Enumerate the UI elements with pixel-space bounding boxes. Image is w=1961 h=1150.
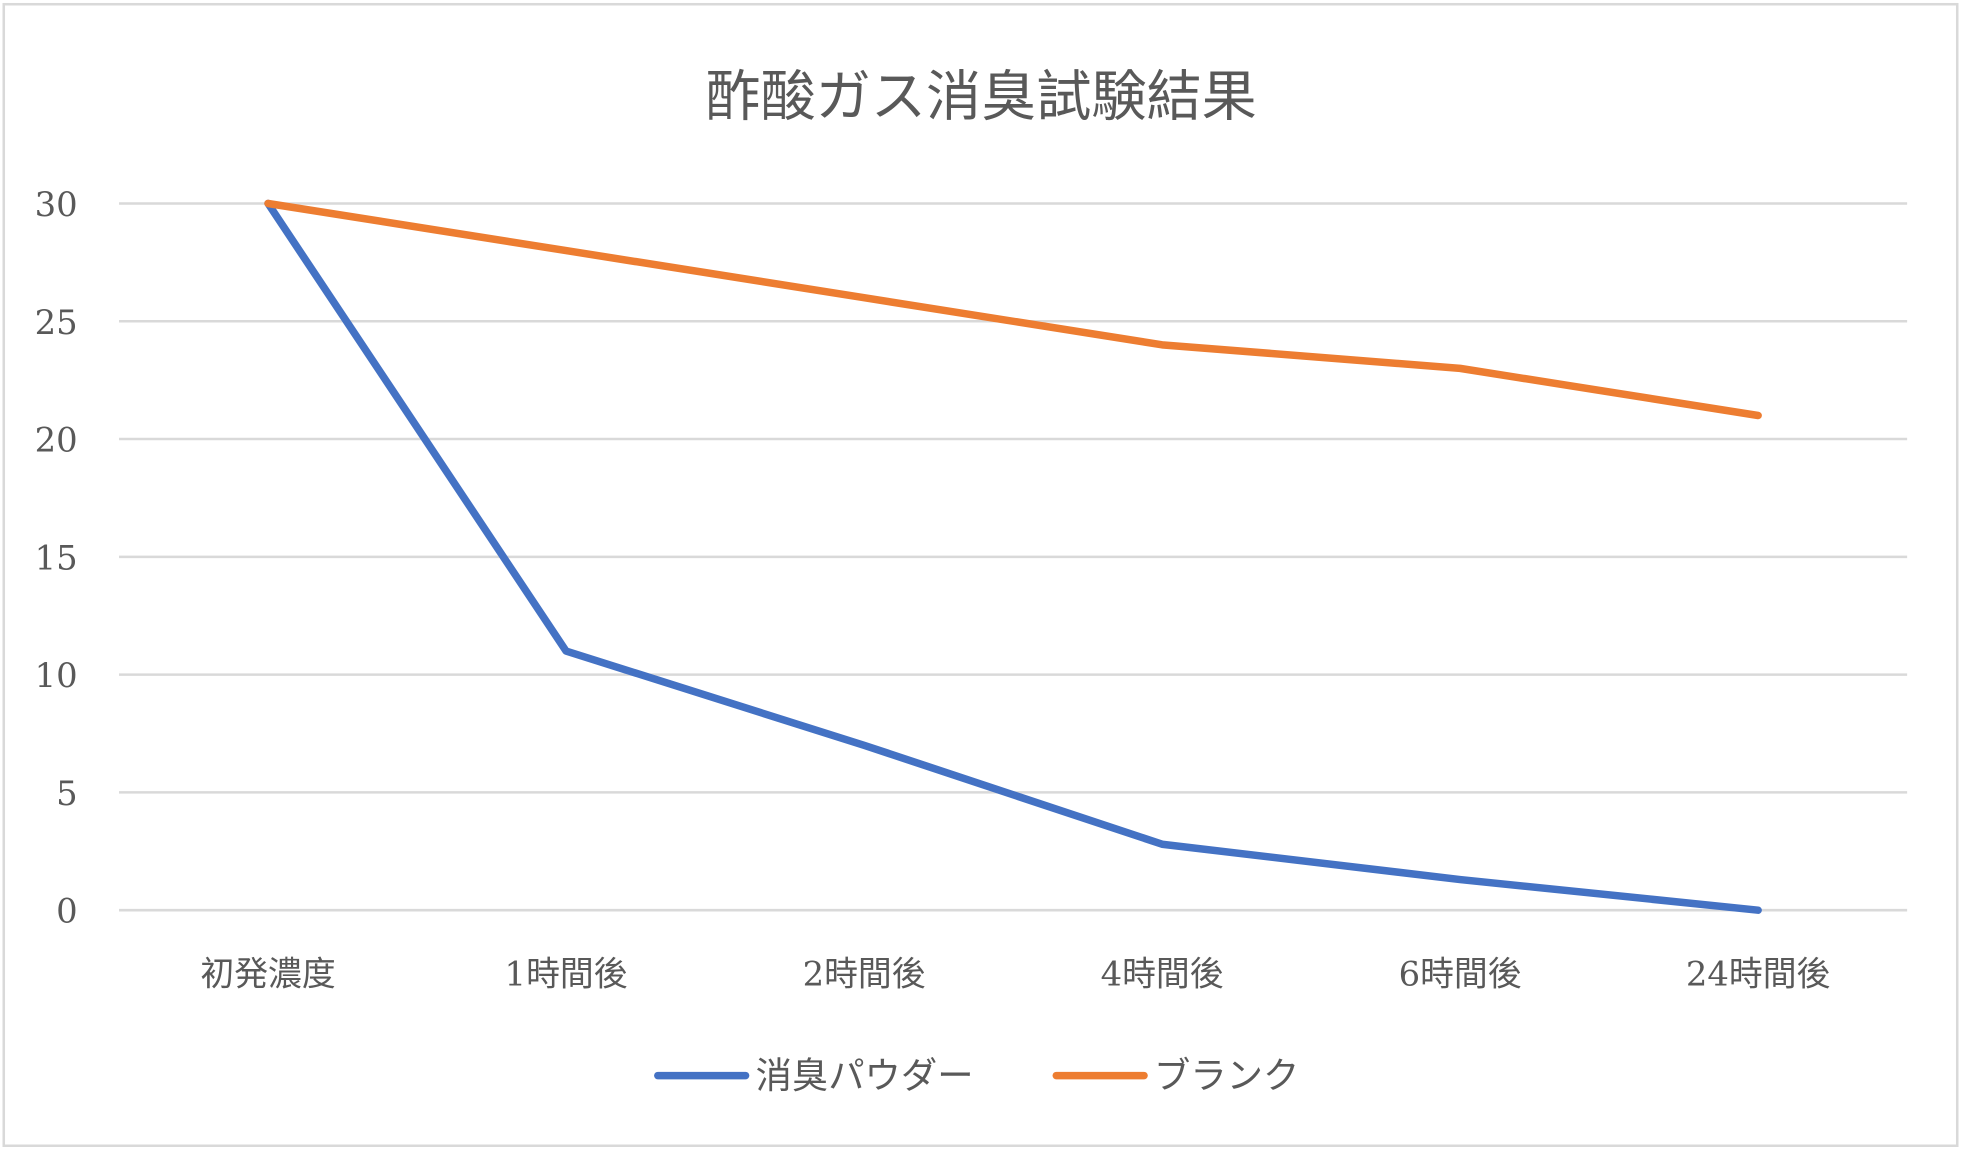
y-tick-label: 20: [35, 421, 78, 460]
y-tick-label: 15: [35, 538, 78, 577]
y-tick-label: 0: [56, 892, 78, 931]
x-tick-label: 1時間後: [505, 954, 628, 993]
y-tick-label: 30: [35, 185, 78, 224]
series-line-1: [264, 199, 1762, 914]
y-tick-label: 10: [35, 656, 78, 695]
series-line-2: [264, 199, 1762, 420]
x-tick-label: 初発濃度: [200, 954, 335, 993]
legend-label-1: 消臭パウダー: [756, 1054, 974, 1097]
x-tick-label: 2時間後: [803, 954, 926, 993]
y-tick-label: 25: [35, 303, 78, 342]
y-tick-label: 5: [56, 774, 78, 813]
x-tick-label: 4時間後: [1101, 954, 1224, 993]
chart-title: 酢酸ガス消臭試験結果: [706, 66, 1257, 130]
legend-label-2: ブランク: [1154, 1054, 1299, 1097]
x-tick-label: 6時間後: [1399, 954, 1522, 993]
x-tick-label: 24時間後: [1686, 954, 1831, 993]
